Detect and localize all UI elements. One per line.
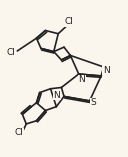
Text: Cl: Cl (14, 128, 23, 137)
Text: N: N (54, 91, 60, 100)
Text: N: N (103, 66, 110, 75)
Text: S: S (91, 98, 96, 107)
Text: Cl: Cl (6, 48, 15, 57)
Text: Cl: Cl (65, 17, 74, 26)
Text: N: N (79, 75, 85, 84)
